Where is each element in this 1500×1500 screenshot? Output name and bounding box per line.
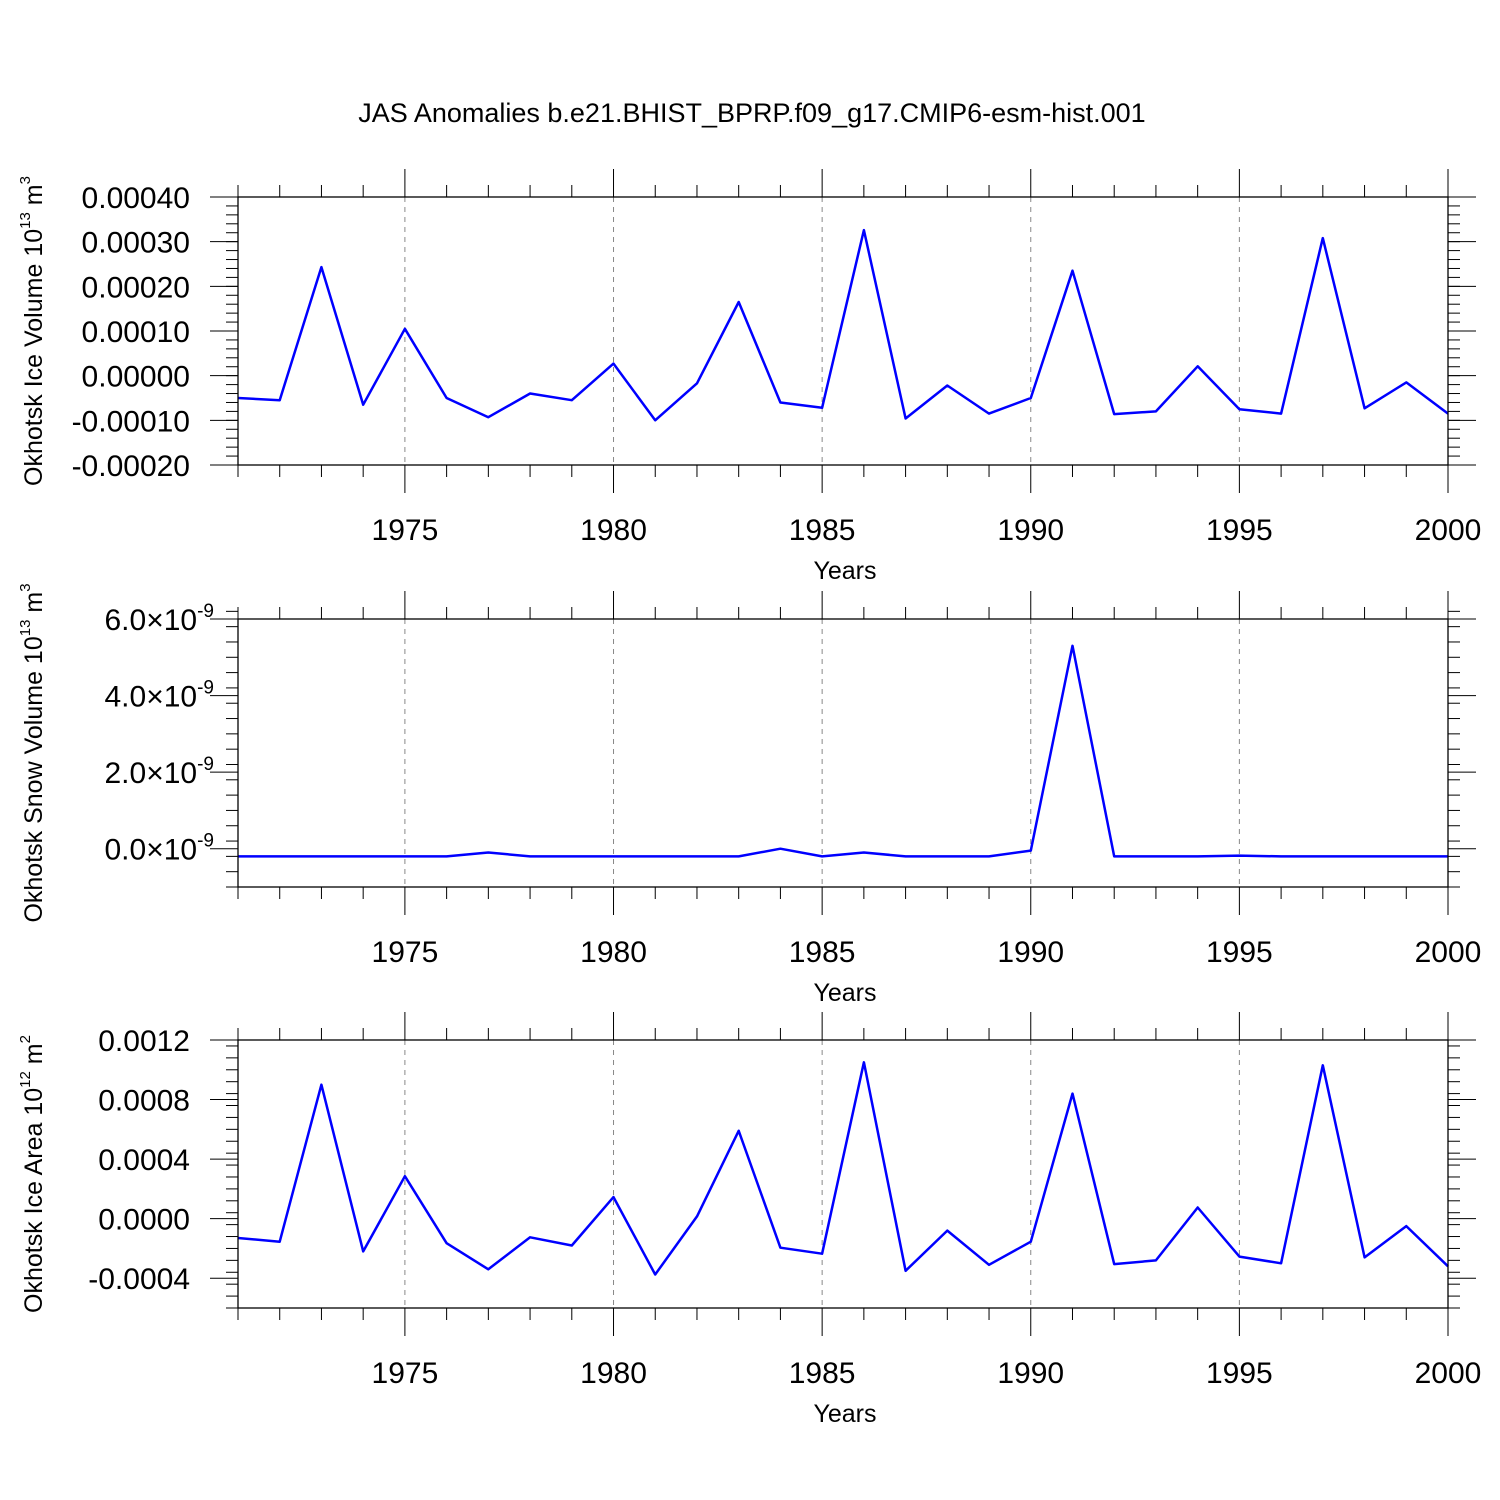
series-line-okhotsk-ice-area <box>237 1061 1449 1276</box>
y-tick-label: 0.00040 <box>82 182 190 215</box>
plot-frame <box>237 1039 1449 1309</box>
x-tick-label: 1995 <box>1206 514 1273 547</box>
y-tick-label: 0.00020 <box>82 271 190 304</box>
y-axis-label: Okhotsk Ice Area 1012 m2 <box>17 1035 48 1313</box>
y-tick-label: 0.0008 <box>98 1085 190 1118</box>
y-tick-label: -0.0004 <box>88 1263 190 1296</box>
chart-panel-2: 0.0×10-9 2.0×10-9 4.0×10-9 6.0×10-9 1975 1980… <box>17 583 1481 1007</box>
x-tick-label: 1975 <box>372 936 439 969</box>
x-tick-label: 1980 <box>580 936 647 969</box>
figure-title: JAS Anomalies b.e21.BHIST_BPRP.f09_g17.C… <box>358 98 1145 128</box>
panels: -0.00020 -0.00010 0.00000 0.00010 0.00020 0.0… <box>17 169 1481 1428</box>
y-tick-label: 0.0×10-9 <box>105 831 215 867</box>
y-tick-label: 0.00010 <box>82 316 190 349</box>
x-tick-label: 1980 <box>580 1357 647 1390</box>
x-tick-label: 2000 <box>1415 936 1482 969</box>
y-tick-label: 2.0×10-9 <box>105 754 215 790</box>
y-tick-label: 0.0000 <box>98 1204 190 1237</box>
x-axis-label: Years <box>813 1400 876 1428</box>
x-tick-label: 2000 <box>1415 514 1482 547</box>
series-line-okhotsk-snow-volume <box>238 644 1448 858</box>
x-tick-label: 1980 <box>580 514 647 547</box>
y-tick-label: 0.00030 <box>82 227 190 260</box>
y-axis-label: Okhotsk Ice Volume 1013 m3 <box>17 176 48 486</box>
x-tick-label: 1985 <box>789 1357 856 1390</box>
chart-panel-3: -0.0004 0.0000 0.0004 0.0008 0.0012 1975 1980 1… <box>17 1012 1481 1428</box>
plot-frame <box>237 618 1449 888</box>
x-axis-label: Years <box>813 557 876 585</box>
y-tick-label: -0.00020 <box>72 450 190 483</box>
y-tick-label: 4.0×10-9 <box>105 678 215 714</box>
x-tick-label: 1990 <box>997 1357 1064 1390</box>
x-axis-label: Years <box>813 979 876 1007</box>
x-tick-label: 1985 <box>789 936 856 969</box>
x-tick-label: 1975 <box>372 514 439 547</box>
series-line-okhotsk-ice-volume <box>237 228 1449 422</box>
x-tick-label: 1985 <box>789 514 856 547</box>
y-tick-label: 6.0×10-9 <box>105 601 215 637</box>
x-tick-label: 1995 <box>1206 1357 1273 1390</box>
x-tick-label: 1975 <box>372 1357 439 1390</box>
x-tick-label: 2000 <box>1415 1357 1482 1390</box>
y-tick-label: 0.0004 <box>98 1144 190 1177</box>
x-tick-label: 1990 <box>997 936 1064 969</box>
y-axis-label: Okhotsk Snow Volume 1013 m3 <box>17 583 48 922</box>
y-tick-label: -0.00010 <box>72 405 190 438</box>
chart-panel-1: -0.00020 -0.00010 0.00000 0.00010 0.00020 0.0… <box>17 169 1481 585</box>
plot-frame <box>237 196 1449 466</box>
y-tick-label: 0.00000 <box>82 361 190 394</box>
x-tick-label: 1995 <box>1206 936 1273 969</box>
x-tick-label: 1990 <box>997 514 1064 547</box>
y-tick-label: 0.0012 <box>98 1025 190 1058</box>
